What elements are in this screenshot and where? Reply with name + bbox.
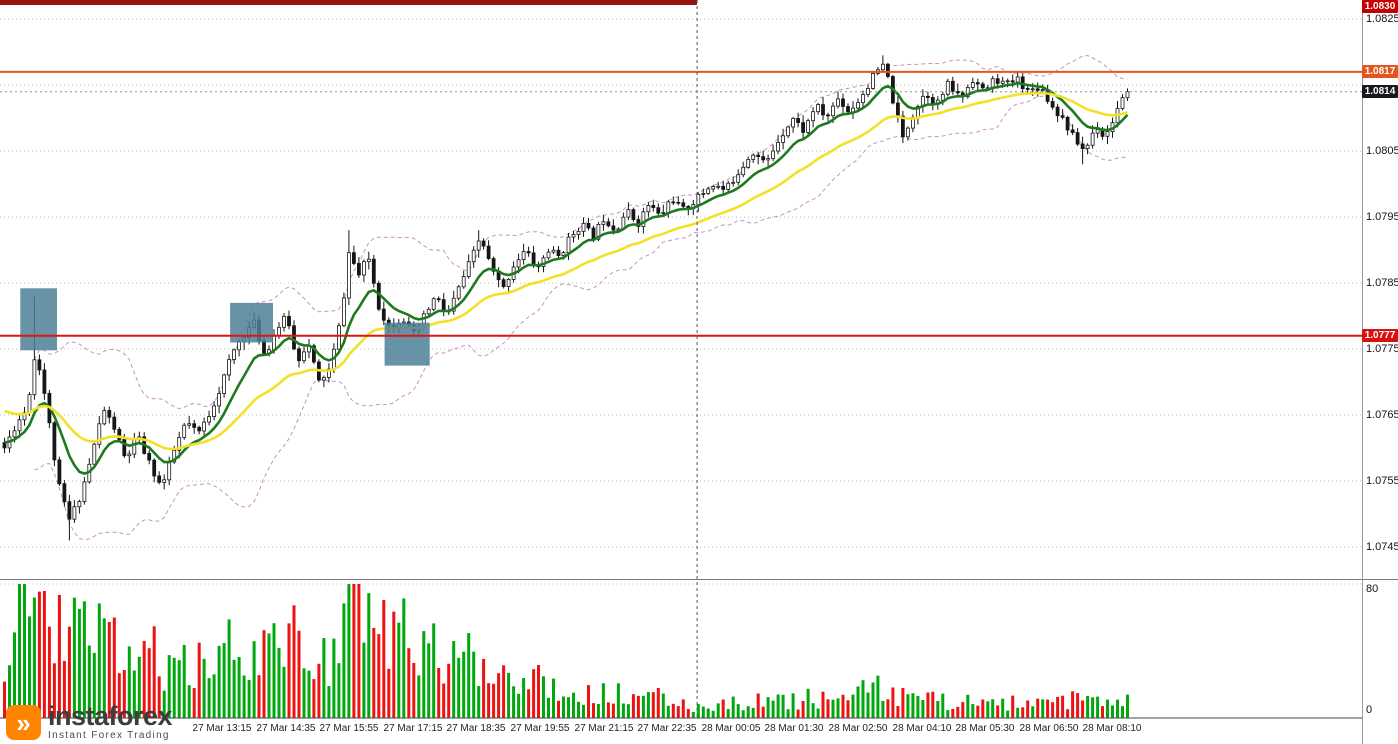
chevrons-icon: »	[16, 707, 31, 738]
logo-text: instaforex Instant Forex Trading	[48, 701, 173, 742]
volume-axis-max-label: 80	[1366, 583, 1379, 595]
price-levels	[0, 0, 1362, 337]
instaforex-logo: » instaforex Instant Forex Trading	[6, 701, 173, 742]
candles	[2, 55, 1130, 541]
logo-title: instaforex	[48, 701, 173, 731]
instaforex-logo-icon: »	[6, 705, 41, 740]
logo-subtitle: Instant Forex Trading	[48, 730, 170, 741]
volume-bars	[3, 584, 1129, 718]
volume-axis-min-label: 0	[1366, 704, 1373, 716]
gridlines	[0, 18, 1362, 585]
bollinger-bands	[33, 54, 1128, 541]
slow-ma-line	[4, 91, 1128, 451]
moving-averages	[4, 81, 1129, 475]
